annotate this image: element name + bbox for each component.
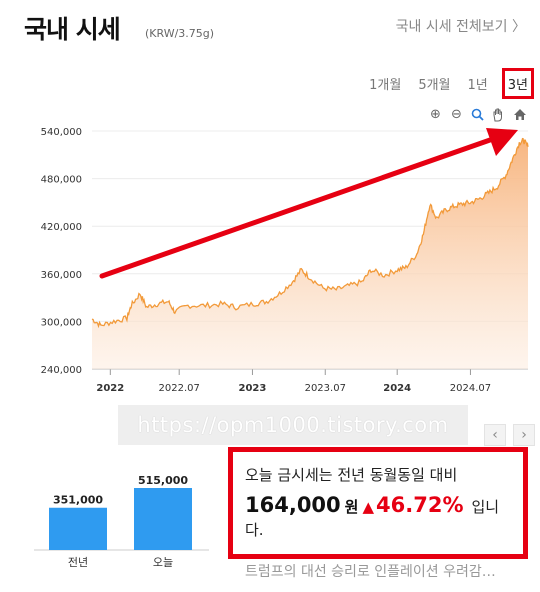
zoom-out-icon[interactable]: ⊖ (451, 107, 462, 122)
pan-hand-icon[interactable] (490, 106, 507, 123)
y-tick-label: 240,000 (41, 365, 82, 376)
info-suffix: 입니 (471, 498, 500, 516)
x-tick-label: 2022 (96, 383, 124, 394)
period-tabs: 1개월 5개월 1년 3년 (352, 68, 534, 99)
x-tick-label: 2024.07 (450, 383, 491, 394)
y-tick-label: 360,000 (41, 270, 82, 281)
tab-5-months[interactable]: 5개월 (418, 78, 451, 93)
watermark-text: https://opm1000.tistory.com (118, 405, 468, 445)
bar-value-label: 515,000 (138, 474, 188, 487)
chart-toolbar: ⊕ ⊖ (427, 106, 528, 123)
next-button[interactable]: › (513, 424, 535, 446)
info-intro: 오늘 금시세는 전년 동월동일 대비 (245, 466, 458, 484)
bar-category-label: 오늘 (153, 556, 173, 569)
zoom-in-icon[interactable]: ⊕ (430, 107, 441, 122)
view-all-link[interactable]: 국내 시세 전체보기 〉 (395, 19, 526, 35)
page-title: 국내 시세 (24, 15, 121, 44)
tab-3-years[interactable]: 3년 (501, 68, 534, 99)
magnifier-icon[interactable] (469, 106, 486, 123)
tab-1-month[interactable]: 1개월 (369, 78, 402, 93)
difference-amount: 164,000 (245, 493, 341, 517)
price-line (91, 137, 529, 329)
trend-arrow-head (486, 128, 518, 156)
prev-button[interactable]: ‹ (484, 424, 506, 446)
x-tick-label: 2023.07 (305, 383, 346, 394)
currency-label: 원 (344, 498, 359, 516)
price-area-chart: 540,000 480,000 420,000 360,000 300,000 240,0… (41, 127, 529, 394)
x-tick-label: 2023 (239, 383, 267, 394)
info-ending: 다. (245, 521, 264, 539)
x-tick-label: 2024 (383, 383, 411, 394)
year-comparison-chart: 351,000 전년 515,000 오늘 (34, 474, 209, 569)
price-area-fill (92, 138, 528, 369)
y-tick-label: 420,000 (41, 222, 82, 233)
comparison-info-box: 오늘 금시세는 전년 동월동일 대비 164,000 원 ▲ 46.72% 입니… (228, 447, 528, 559)
y-tick-label: 300,000 (41, 317, 82, 328)
x-tick-label: 2022.07 (159, 383, 200, 394)
up-arrow-icon: ▲ (362, 498, 375, 516)
bar-category-label: 전년 (68, 556, 88, 569)
change-percent: 46.72% (376, 493, 464, 517)
comparison-bar (49, 507, 107, 550)
unit-label: (KRW/3.75g) (145, 27, 215, 40)
home-icon[interactable] (511, 106, 528, 123)
bar-value-label: 351,000 (53, 494, 103, 507)
comparison-bar (134, 488, 192, 550)
y-tick-label: 540,000 (41, 127, 82, 138)
tab-1-year[interactable]: 1년 (467, 78, 488, 93)
news-headline-link[interactable]: 트럼프의 대선 승리로 인플레이션 우려감… (245, 564, 496, 580)
trend-arrow-line (99, 137, 493, 279)
y-tick-label: 480,000 (41, 175, 82, 186)
